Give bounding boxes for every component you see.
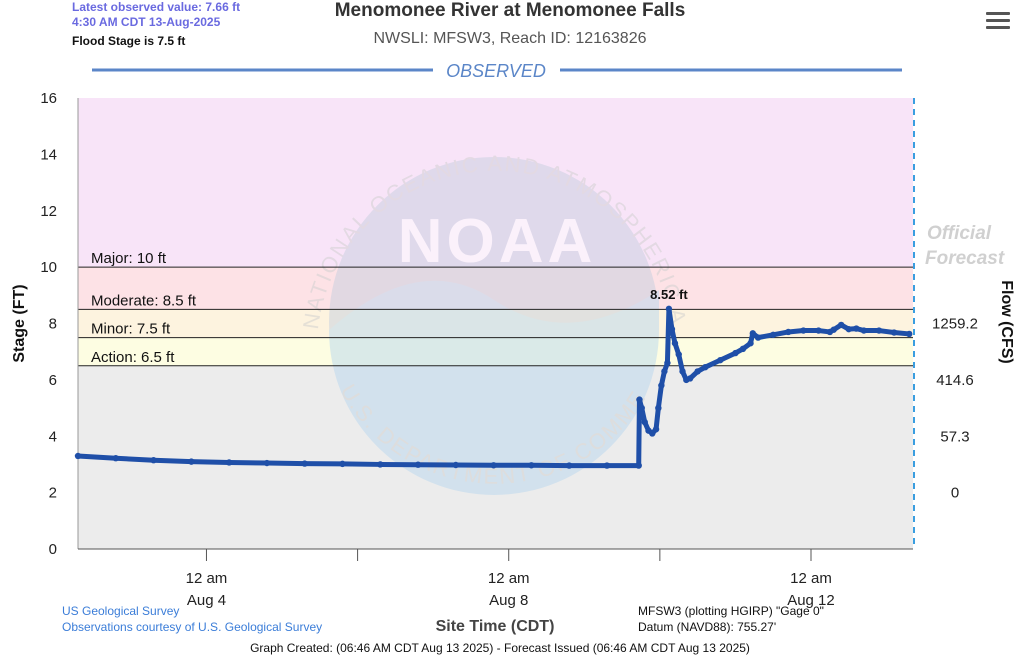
threshold-label-minor: Minor: 7.5 ft bbox=[91, 321, 171, 338]
x-tick-label-time: 12 am bbox=[790, 570, 832, 587]
series-point bbox=[679, 368, 686, 375]
series-point bbox=[701, 363, 709, 371]
series-point bbox=[686, 375, 694, 382]
series-point bbox=[732, 349, 739, 357]
series-point bbox=[717, 356, 724, 364]
y-tick-label: 6 bbox=[49, 372, 57, 389]
y-tick-label: 14 bbox=[40, 146, 57, 163]
flow-tick-label: 0 bbox=[951, 485, 959, 502]
y-axis-title: Stage (FT) bbox=[11, 284, 28, 362]
forecast-label-forecast: Forecast bbox=[925, 248, 1005, 269]
series-point bbox=[664, 359, 671, 367]
series-point bbox=[652, 426, 660, 433]
threshold-label-moderate: Moderate: 8.5 ft bbox=[91, 292, 197, 309]
series-point bbox=[528, 462, 535, 469]
y-tick-label: 10 bbox=[40, 259, 57, 276]
series-point bbox=[860, 327, 868, 334]
series-point bbox=[635, 462, 642, 469]
series-point bbox=[565, 462, 573, 469]
hamburger-menu-icon[interactable] bbox=[986, 12, 1010, 32]
flow-tick-label: 57.3 bbox=[940, 428, 969, 445]
graph-created-note: Graph Created: (06:46 AM CDT Aug 13 2025… bbox=[250, 641, 750, 655]
chart-subtitle: NWSLI: MFSW3, Reach ID: 12163826 bbox=[373, 30, 647, 47]
series-point bbox=[655, 404, 662, 412]
y-tick-label: 4 bbox=[49, 428, 57, 445]
courtesy-link[interactable]: Observations courtesy of U.S. Geological… bbox=[62, 620, 323, 634]
series-point bbox=[838, 321, 845, 329]
series-point bbox=[636, 396, 643, 403]
series-point bbox=[749, 330, 757, 337]
series-point bbox=[675, 351, 682, 358]
series-point bbox=[641, 418, 648, 426]
y-tick-label: 8 bbox=[49, 316, 57, 333]
series-point bbox=[74, 452, 82, 460]
series-point bbox=[649, 430, 656, 437]
x-tick-label-date: Aug 12 bbox=[787, 592, 835, 609]
series-point bbox=[661, 368, 668, 375]
series-point bbox=[638, 404, 645, 412]
peak-label: 8.52 ft bbox=[650, 287, 688, 302]
series-point bbox=[112, 455, 119, 462]
series-point bbox=[815, 327, 822, 334]
series-point bbox=[339, 460, 346, 468]
flow-tick-label: 414.6 bbox=[936, 372, 974, 389]
watermark-wave bbox=[329, 280, 659, 495]
x-tick-label-time: 12 am bbox=[186, 570, 228, 587]
datum-note: Datum (NAVD88): 755.27' bbox=[638, 620, 777, 634]
series-point bbox=[263, 459, 271, 467]
series-point bbox=[830, 326, 837, 333]
plotting-note: MFSW3 (plotting HGIRP) "Gage 0" bbox=[638, 604, 824, 618]
series-point bbox=[658, 382, 665, 389]
series-layer bbox=[74, 305, 913, 469]
axes: 0 2 4 6 8 10 12 14 16 0 57.3 414.6 1259.2 12 am Aug 4 1… bbox=[11, 90, 1015, 609]
x-tick-label-date: Aug 4 bbox=[187, 592, 226, 609]
series-point bbox=[603, 462, 611, 469]
threshold-label-action: Action: 6.5 ft bbox=[91, 349, 175, 366]
series-point bbox=[845, 325, 852, 333]
series-point bbox=[377, 461, 384, 468]
forecast-label-official: Official bbox=[927, 223, 992, 244]
series-point bbox=[747, 340, 754, 347]
series-point bbox=[225, 459, 233, 466]
latest-observed-value: Latest observed value: 7.66 ft bbox=[72, 0, 241, 14]
series-point bbox=[665, 305, 673, 313]
y-tick-label: 16 bbox=[40, 90, 57, 107]
flow-tick-label: 1259.2 bbox=[932, 316, 978, 333]
series-point bbox=[694, 368, 701, 375]
series-point bbox=[754, 334, 762, 341]
series-point bbox=[800, 327, 807, 334]
series-point bbox=[739, 345, 747, 353]
y-tick-label: 2 bbox=[49, 485, 57, 502]
latest-observed-time: 4:30 AM CDT 13-Aug-2025 bbox=[72, 15, 221, 29]
series-point bbox=[490, 462, 497, 469]
x-tick-label-time: 12 am bbox=[488, 570, 530, 587]
y2-axis-title: Flow (CFS) bbox=[998, 280, 1015, 364]
chart-title: Menomonee River at Menomonee Falls bbox=[334, 0, 686, 21]
watermark-logo-text: NOAA bbox=[398, 207, 597, 276]
x-tick-label-date: Aug 8 bbox=[489, 592, 528, 609]
series-point bbox=[853, 325, 860, 332]
series-point bbox=[668, 325, 676, 333]
usgs-link[interactable]: US Geological Survey bbox=[62, 604, 180, 618]
y-tick-label: 0 bbox=[49, 541, 57, 558]
series-point bbox=[150, 457, 157, 464]
x-axis-title: Site Time (CDT) bbox=[435, 618, 555, 635]
y-tick-label: 12 bbox=[40, 203, 57, 220]
series-point bbox=[770, 331, 777, 338]
observed-label: OBSERVED bbox=[446, 61, 546, 81]
latest-observed: Latest observed value: 7.66 ft 4:30 AM C… bbox=[72, 0, 240, 30]
series-point bbox=[890, 329, 898, 336]
series-point bbox=[906, 330, 913, 338]
chart-labels: OBSERVED 8.52 ft bbox=[92, 61, 902, 302]
series-point bbox=[452, 461, 460, 469]
series-point bbox=[414, 461, 422, 468]
series-point bbox=[301, 460, 308, 467]
series-point bbox=[875, 327, 883, 334]
series-point bbox=[785, 328, 792, 336]
series-point bbox=[188, 458, 195, 465]
threshold-label-major: Major: 10 ft bbox=[91, 250, 167, 267]
flood-stage-note: Flood Stage is 7.5 ft bbox=[72, 34, 186, 48]
series-point bbox=[671, 340, 679, 347]
